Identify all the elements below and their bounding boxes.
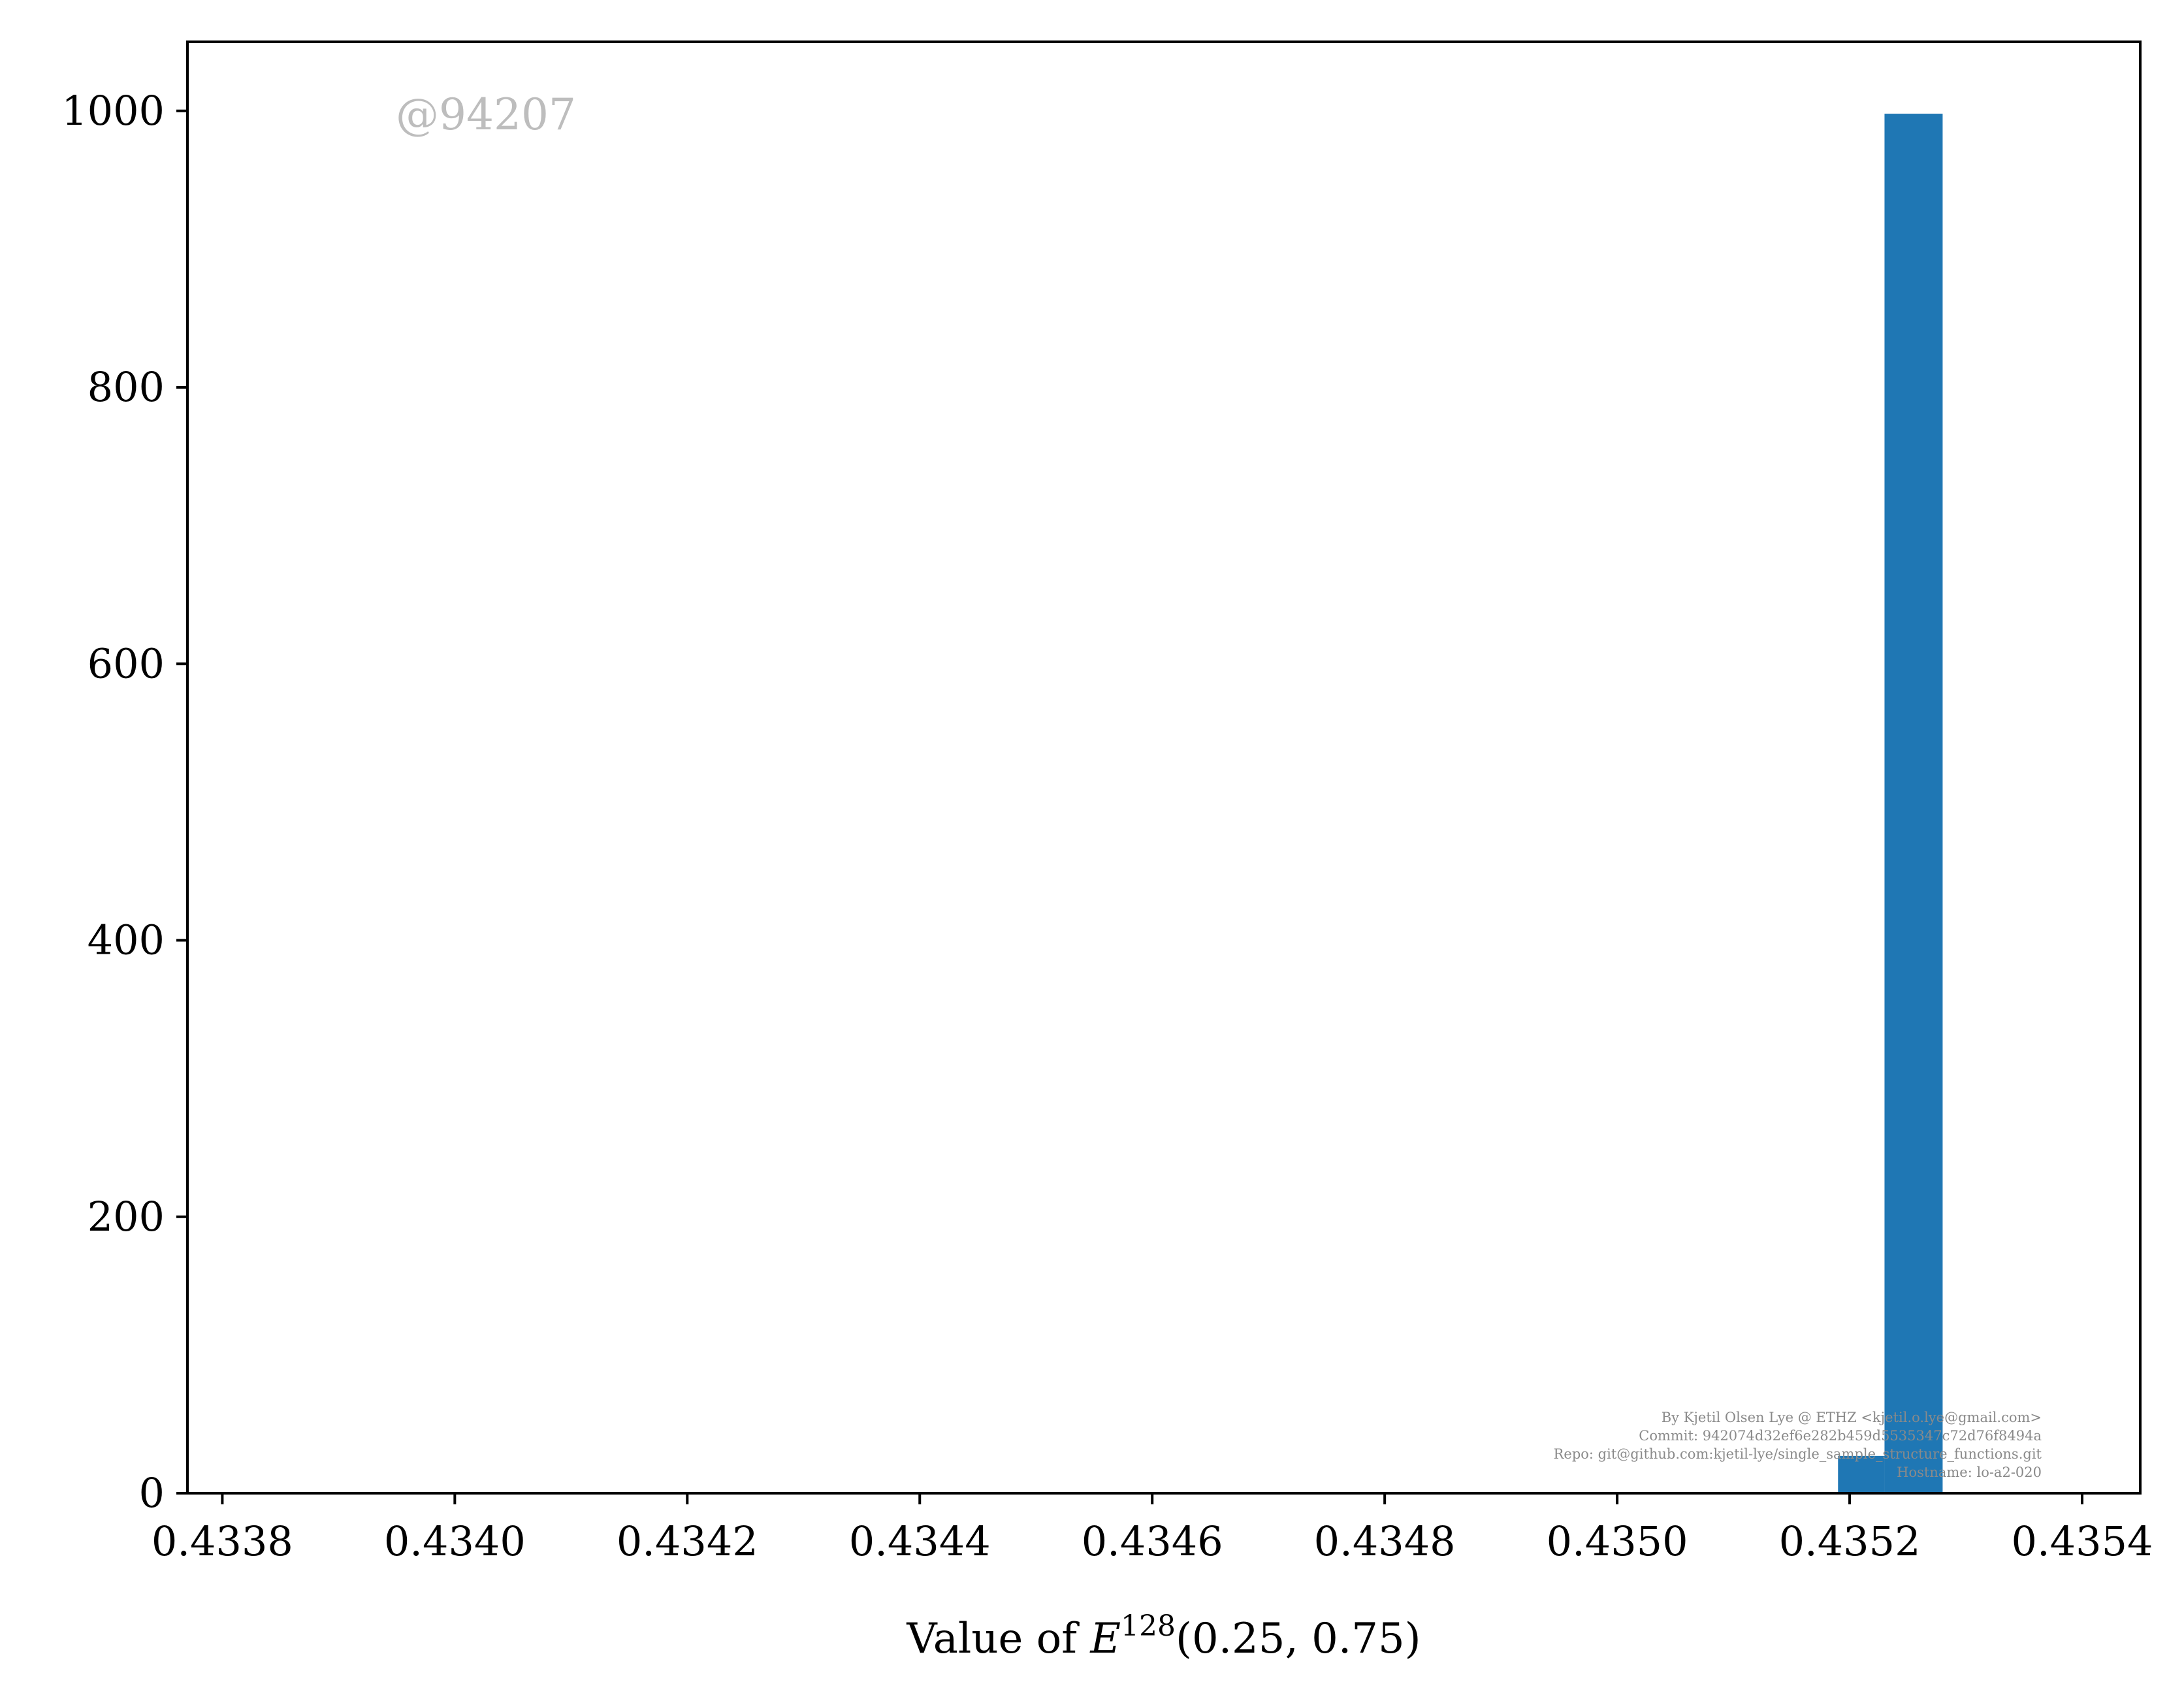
credit-line: Repo: git@github.com:kjetil-lye/single_s… bbox=[1554, 1446, 2042, 1462]
credit-line: Hostname: lo-a2-020 bbox=[1897, 1464, 2042, 1480]
y-tick-label: 0 bbox=[139, 1469, 165, 1517]
x-axis-label: Value of E128(0.25, 0.75) bbox=[906, 1610, 1421, 1663]
histogram-bar-0 bbox=[1838, 1455, 1885, 1493]
credit-line: Commit: 942074d32ef6e282b459d5535347c72d… bbox=[1639, 1428, 2042, 1444]
histogram-bars bbox=[1838, 114, 1943, 1493]
y-tick-label: 600 bbox=[88, 639, 165, 687]
watermark: @94207 bbox=[396, 89, 576, 140]
x-tick-label: 0.4346 bbox=[1082, 1517, 1223, 1565]
histogram-bar-1 bbox=[1884, 114, 1943, 1493]
x-tick-label: 0.4338 bbox=[152, 1517, 293, 1565]
x-tick-label: 0.4350 bbox=[1547, 1517, 1688, 1565]
y-tick-label: 1000 bbox=[61, 87, 165, 135]
y-tick-label: 400 bbox=[88, 916, 165, 964]
credits-block: By Kjetil Olsen Lye @ ETHZ <kjetil.o.lye… bbox=[1554, 1410, 2042, 1480]
x-tick-label: 0.4340 bbox=[384, 1517, 526, 1565]
y-tick-label: 800 bbox=[88, 363, 165, 411]
y-tick-label: 200 bbox=[88, 1193, 165, 1240]
x-tick-label: 0.4354 bbox=[2012, 1517, 2153, 1565]
y-axis-ticks: 0 200 400 600 800 1000 bbox=[61, 87, 187, 1517]
x-tick-label: 0.4342 bbox=[617, 1517, 758, 1565]
credit-line: By Kjetil Olsen Lye @ ETHZ <kjetil.o.lye… bbox=[1662, 1410, 2042, 1425]
x-axis-ticks: 0.4338 0.4340 0.4342 0.4344 0.4346 0.4348 0.43… bbox=[152, 1493, 2153, 1565]
x-tick-label: 0.4352 bbox=[1779, 1517, 1921, 1565]
x-tick-label: 0.4344 bbox=[849, 1517, 991, 1565]
plot-area bbox=[187, 42, 2140, 1493]
x-tick-label: 0.4348 bbox=[1314, 1517, 1456, 1565]
plot-frame bbox=[186, 40, 2142, 1495]
